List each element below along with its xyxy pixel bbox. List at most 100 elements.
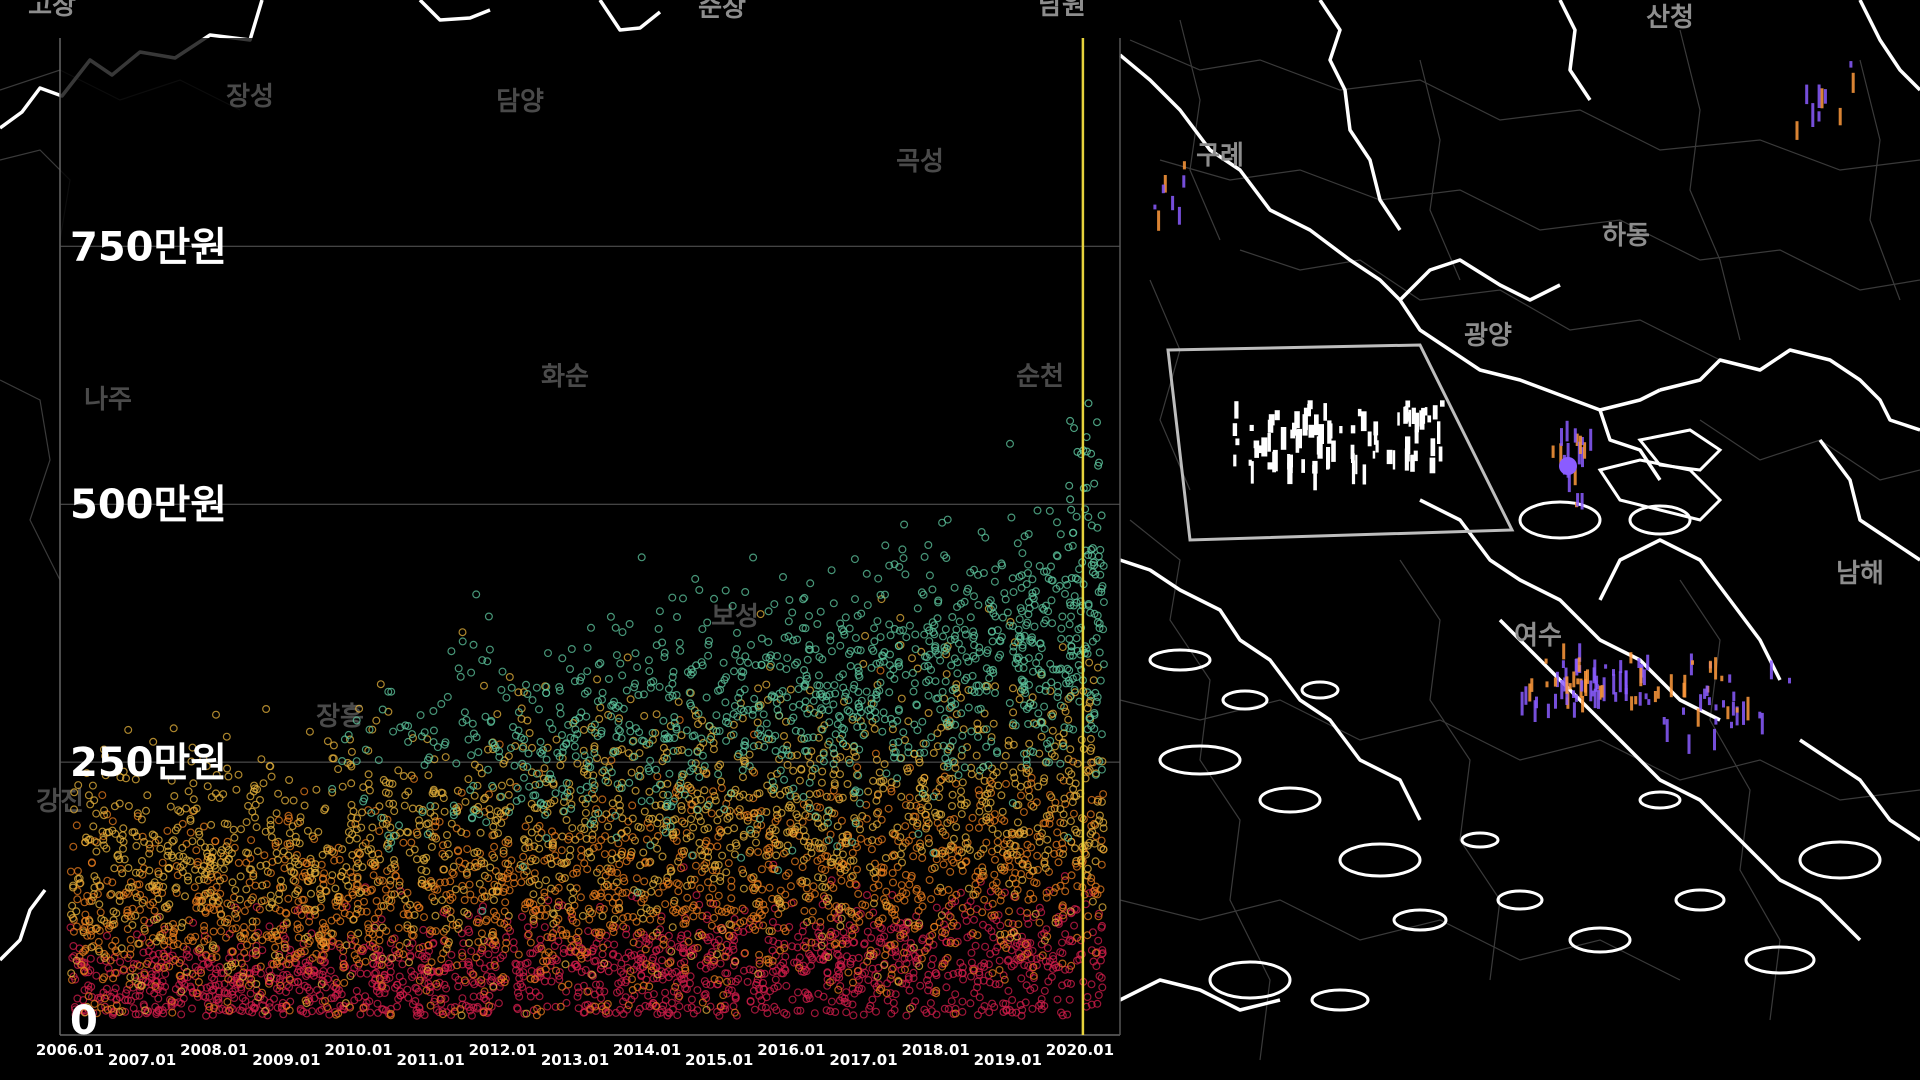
- parcel-marker: [1386, 449, 1393, 465]
- scatter-point: [247, 979, 256, 988]
- scatter-point: [530, 920, 539, 929]
- scatter-point: [739, 966, 748, 975]
- scatter-point: [1097, 921, 1106, 930]
- scatter-point: [270, 994, 279, 1003]
- parcel-marker: [1372, 450, 1376, 459]
- scatter-point: [816, 923, 825, 932]
- scatter-point: [902, 1011, 911, 1020]
- parcel-marker: [1413, 450, 1418, 462]
- price-marker: [1577, 657, 1581, 672]
- price-marker: [1713, 728, 1716, 751]
- scatter-point: [601, 1009, 610, 1018]
- scatter-point: [658, 975, 667, 984]
- scatter-point: [494, 999, 503, 1008]
- scatter-point: [1089, 957, 1098, 966]
- scatter-point: [135, 991, 144, 1000]
- scatter-point: [675, 1002, 684, 1011]
- scatter-point: [985, 1008, 994, 1017]
- scatter-point: [810, 1009, 819, 1018]
- scatter-point: [115, 993, 124, 1002]
- scatter-point: [999, 971, 1008, 980]
- parcel-marker: [1419, 410, 1422, 427]
- scatter-point: [315, 991, 324, 1000]
- scatter-point: [435, 966, 444, 975]
- scatter-point: [1037, 908, 1046, 917]
- scatter-point: [574, 1004, 583, 1013]
- scatter-point: [350, 964, 359, 973]
- price-marker: [1153, 204, 1157, 210]
- scatter-point: [1037, 1005, 1046, 1014]
- scatter-point: [203, 959, 212, 968]
- scatter-point: [867, 933, 876, 942]
- scatter-point: [437, 999, 446, 1008]
- scatter-point: [701, 989, 710, 998]
- scatter-points: [66, 399, 1108, 1020]
- parcel-marker: [1297, 428, 1302, 449]
- scatter-point: [70, 1002, 79, 1011]
- scatter-point: [889, 923, 898, 932]
- scatter-point: [521, 900, 530, 909]
- scatter-point: [734, 927, 743, 936]
- scatter-point: [219, 968, 228, 977]
- price-marker: [1742, 701, 1745, 725]
- scatter-point: [427, 967, 436, 976]
- scatter-point: [676, 959, 685, 968]
- scatter-point: [712, 941, 721, 950]
- scatter-point: [299, 939, 308, 948]
- price-marker: [1817, 111, 1821, 122]
- price-marker: [1572, 690, 1575, 698]
- scatter-point: [89, 1008, 98, 1017]
- scatter-point: [664, 931, 673, 940]
- parcel-marker: [1294, 411, 1300, 429]
- scatter-point: [559, 949, 568, 958]
- scatter-point: [199, 960, 208, 969]
- price-marker: [1624, 688, 1628, 701]
- price-marker: [1580, 680, 1584, 692]
- parcel-marker: [1410, 454, 1415, 472]
- scatter-point: [509, 938, 518, 947]
- scatter-point: [679, 944, 688, 953]
- price-marker: [1572, 671, 1576, 688]
- scatter-point: [922, 1008, 931, 1017]
- scatter-point: [441, 963, 450, 972]
- price-marker: [1566, 443, 1570, 467]
- price-marker: [1560, 428, 1563, 446]
- price-marker: [1593, 688, 1597, 709]
- scatter-point: [857, 984, 866, 993]
- scatter-point: [649, 953, 658, 962]
- scatter-point: [265, 922, 274, 931]
- price-marker: [1612, 669, 1615, 676]
- scatter-point: [318, 970, 327, 979]
- scatter-point: [624, 948, 633, 957]
- scatter-point: [96, 956, 105, 965]
- scatter-point: [591, 980, 600, 989]
- price-marker: [1546, 703, 1550, 719]
- parcel-marker: [1235, 438, 1240, 446]
- scatter-point: [924, 980, 933, 989]
- scatter-point: [1028, 1004, 1037, 1013]
- scatter-point: [303, 983, 312, 992]
- scatter-point: [889, 963, 898, 972]
- scatter-point: [154, 994, 163, 1003]
- scatter-point: [214, 998, 223, 1007]
- scatter-point: [442, 984, 451, 993]
- price-marker: [1612, 674, 1616, 695]
- scatter-point: [432, 1006, 441, 1015]
- scatter-point: [971, 941, 980, 950]
- scatter-point: [875, 937, 884, 946]
- scatter-point: [768, 961, 777, 970]
- parcel-marker: [1375, 440, 1379, 453]
- scatter-point: [512, 960, 521, 969]
- district-border-lines: [0, 19, 1920, 1061]
- region-label-outside: 고창: [28, 0, 76, 21]
- scatter-point: [798, 927, 807, 936]
- parcel-marker: [1414, 429, 1419, 444]
- scatter-point: [891, 990, 900, 999]
- scatter-point: [687, 995, 696, 1004]
- scatter-point: [932, 986, 941, 995]
- scatter-point: [731, 992, 740, 1001]
- scatter-point: [394, 994, 403, 1003]
- scatter-point: [185, 952, 194, 961]
- scatter-point: [610, 963, 619, 972]
- scatter-point: [465, 961, 474, 970]
